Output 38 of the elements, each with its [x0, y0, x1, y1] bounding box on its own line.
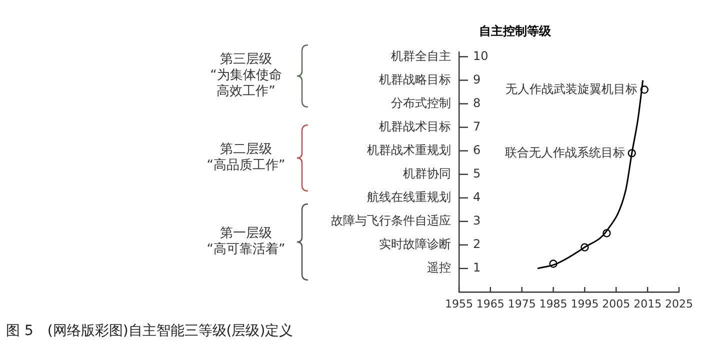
text: “高可靠活着” [206, 242, 286, 258]
text: “为集体使命高效工作” [209, 68, 283, 100]
y-tick-label: 10 [473, 48, 488, 63]
text: 遥控 [427, 260, 451, 275]
x-tick-label: 2005 [602, 297, 630, 310]
text: 第三层级 [219, 52, 273, 68]
text: 第二层级 [219, 142, 273, 158]
x-tick-label: 1955 [445, 297, 473, 310]
x-tick-label: 1965 [476, 297, 504, 310]
y-tick-label: 5 [473, 166, 481, 180]
text: 机群全自主 [391, 48, 451, 63]
annotation: 联合无人作战系统目标 [504, 145, 625, 160]
y-tick-label: 1 [473, 260, 481, 275]
y-tick-label: 4 [473, 190, 481, 204]
x-tick-label: 2015 [634, 297, 662, 310]
y-tick-label: 3 [473, 214, 481, 228]
text: 故障与飞行条件自适应 [331, 214, 451, 228]
y-tick-label: 7 [473, 119, 481, 134]
caption: 图 5 (网络版彩图)自主智能三等级(层级)定义 [6, 322, 294, 340]
text: “高品质工作” [206, 158, 286, 174]
y-axis-title: 自主控制等级 [479, 24, 552, 38]
y-tick-label: 6 [473, 142, 481, 157]
text: 机群战术重规划 [367, 142, 451, 157]
y-tick-label: 9 [473, 72, 481, 86]
text: 第一层级 [219, 226, 273, 242]
text: 实时故障诊断 [379, 237, 451, 252]
text: 机群战略目标 [379, 72, 451, 86]
x-tick-label: 2025 [665, 297, 693, 310]
text: 机群协同 [403, 166, 451, 180]
x-tick-label: 1975 [508, 297, 536, 310]
y-tick-label: 8 [473, 96, 481, 110]
text: 机群战术目标 [379, 119, 451, 134]
annotation: 无人作战武装旋翼机目标 [505, 82, 638, 96]
x-tick-label: 1985 [539, 297, 568, 310]
text: 分布式控制 [391, 96, 451, 110]
text: 航线在线重规划 [367, 190, 451, 204]
y-tick-label: 2 [473, 237, 481, 252]
x-tick-label: 1995 [570, 297, 599, 310]
